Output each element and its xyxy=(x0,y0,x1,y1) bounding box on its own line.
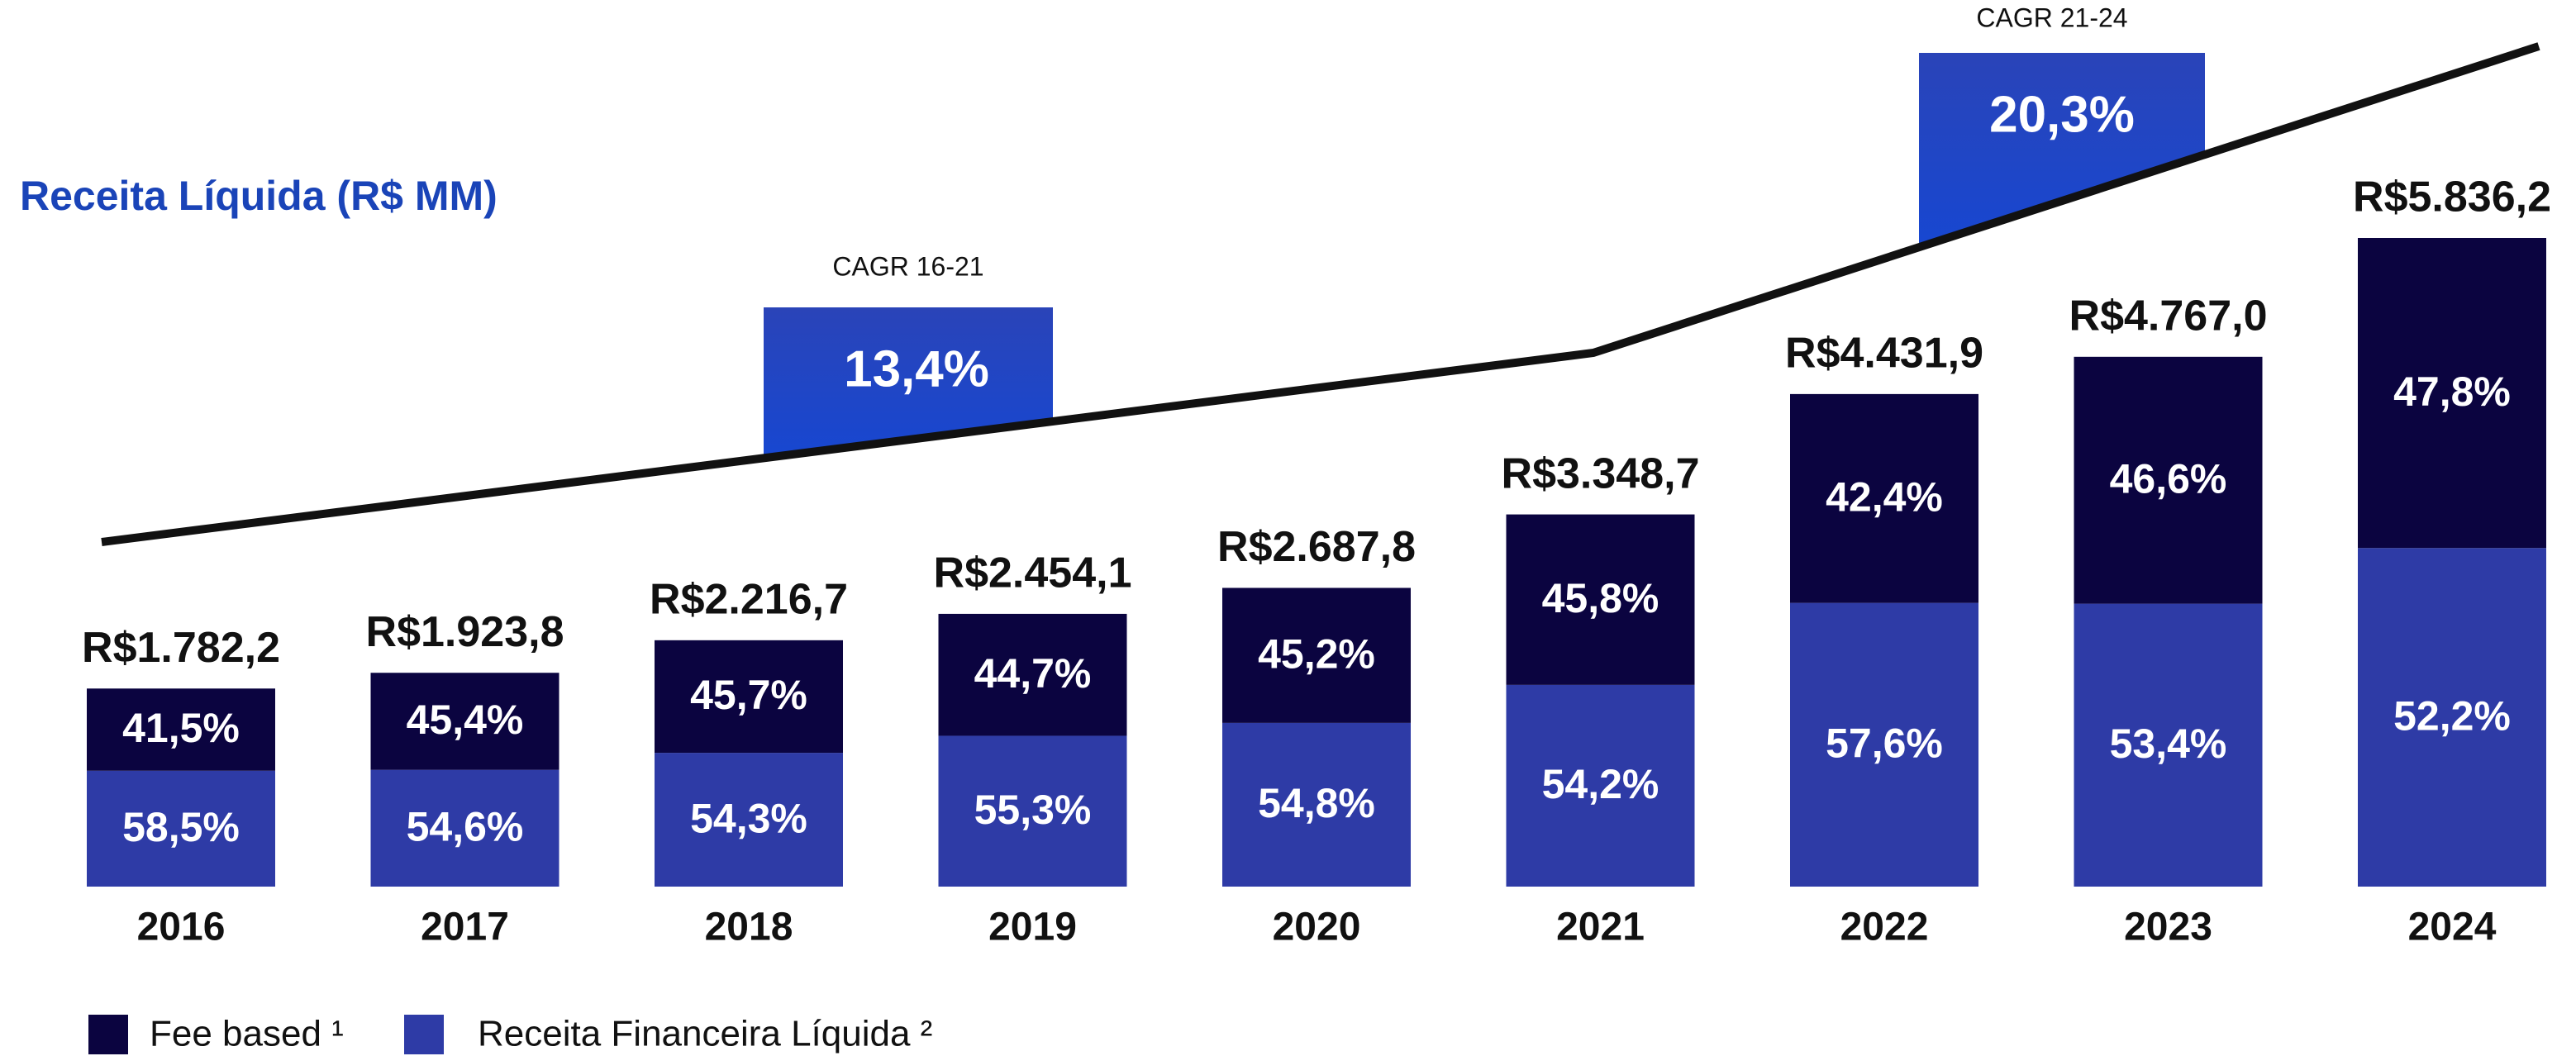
legend-swatch xyxy=(404,1015,444,1054)
legend-label: Receita Financeira Líquida ² xyxy=(478,1014,932,1054)
segment-label: 45,7% xyxy=(690,672,807,718)
segment-label: 52,2% xyxy=(2393,692,2511,739)
segment-label: 45,4% xyxy=(407,697,524,743)
total-label: R$5.836,2 xyxy=(2353,174,2551,221)
segment-label: 54,2% xyxy=(1542,761,1659,807)
bar-segment xyxy=(1790,602,1978,887)
segment-label: 54,3% xyxy=(690,795,807,841)
total-label: R$1.782,2 xyxy=(82,624,280,672)
bar-segment xyxy=(2358,238,2546,549)
bar-segment xyxy=(87,770,275,887)
total-label: R$4.431,9 xyxy=(1785,330,1983,378)
cagr-box xyxy=(764,307,1053,458)
x-tick-label: 2017 xyxy=(421,906,509,949)
cagr-value: 13,4% xyxy=(844,340,989,397)
segment-label: 46,6% xyxy=(2110,455,2227,502)
bar-segment xyxy=(370,673,559,770)
segment-label: 45,2% xyxy=(1258,630,1375,677)
total-label: R$2.454,1 xyxy=(934,549,1132,597)
x-tick-label: 2024 xyxy=(2408,906,2497,949)
bar-segment xyxy=(1222,722,1411,887)
segment-label: 44,7% xyxy=(974,650,1092,697)
cagr-value: 20,3% xyxy=(1989,86,2135,143)
segment-label: 42,4% xyxy=(1826,473,1943,520)
bar-segment xyxy=(2074,356,2263,604)
segment-label: 41,5% xyxy=(122,705,240,751)
bar-segment xyxy=(938,613,1127,736)
bar-segment xyxy=(2358,548,2546,887)
bar-segment xyxy=(655,753,843,887)
chart-title: Receita Líquida (R$ MM) xyxy=(20,173,498,219)
cagr-box xyxy=(1919,53,2205,247)
x-tick-label: 2018 xyxy=(705,906,793,949)
total-label: R$1.923,8 xyxy=(366,608,564,656)
total-label: R$3.348,7 xyxy=(1502,450,1700,497)
x-tick-label: 2020 xyxy=(1273,906,1361,949)
bar-segment xyxy=(1506,684,1695,887)
bar-segment xyxy=(2074,603,2263,887)
segment-label: 45,8% xyxy=(1542,575,1659,621)
total-label: R$4.767,0 xyxy=(2069,293,2268,340)
bar-segment xyxy=(1506,514,1695,685)
legend-swatch xyxy=(88,1015,128,1054)
segment-label: 54,8% xyxy=(1258,780,1375,826)
legend-label: Fee based ¹ xyxy=(150,1014,344,1054)
total-label: R$2.687,8 xyxy=(1217,523,1416,571)
x-tick-label: 2021 xyxy=(1556,906,1645,949)
bar-segment xyxy=(87,688,275,771)
trend-line xyxy=(101,42,2540,546)
x-tick-label: 2016 xyxy=(137,906,226,949)
segment-label: 57,6% xyxy=(1826,721,1943,767)
bar-segment xyxy=(370,769,559,887)
x-tick-label: 2019 xyxy=(988,906,1077,949)
total-label: R$2.216,7 xyxy=(650,576,848,624)
segment-label: 55,3% xyxy=(974,787,1092,833)
bar-segment xyxy=(938,735,1127,887)
x-tick-label: 2023 xyxy=(2124,906,2212,949)
cagr-label: CAGR 21-24 xyxy=(1976,2,2127,32)
bar-segment xyxy=(1222,587,1411,723)
segment-label: 54,6% xyxy=(407,804,524,850)
segment-label: 47,8% xyxy=(2393,369,2511,415)
x-tick-label: 2022 xyxy=(1840,906,1929,949)
bar-segment xyxy=(1790,393,1978,603)
segment-label: 53,4% xyxy=(2110,721,2227,767)
cagr-label: CAGR 16-21 xyxy=(832,251,983,281)
bar-segment xyxy=(655,640,843,754)
segment-label: 58,5% xyxy=(122,804,240,850)
